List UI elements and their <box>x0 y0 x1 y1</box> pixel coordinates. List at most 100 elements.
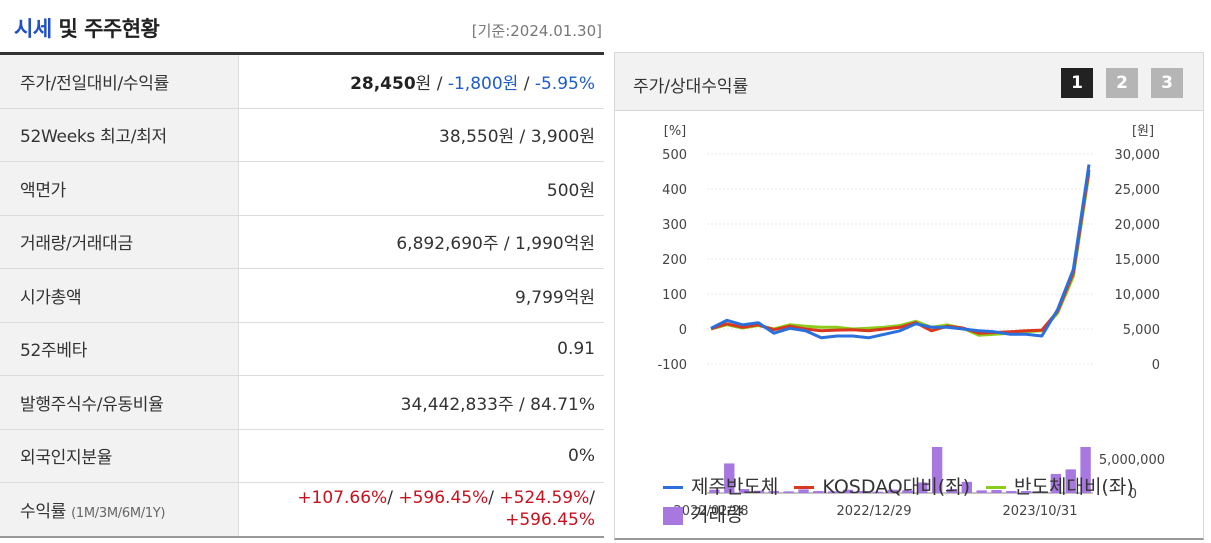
current-price: 28,450 <box>350 73 416 94</box>
volume-bar <box>738 489 750 493</box>
row-value: 34,442,833주 / 84.71% <box>238 375 604 430</box>
separator: / <box>518 73 535 94</box>
row-value: 0.91 <box>238 322 604 376</box>
chart-panel: 주가/상대수익률 1 2 3 [%] [원] 500 400 300 200 100 0 -10… <box>614 52 1204 540</box>
right-tick-label: 10,000 <box>1115 288 1161 303</box>
volume-bar <box>1065 469 1076 493</box>
return-1m: +107.66% <box>297 488 388 509</box>
table-row: 외국인지분율 0% <box>0 429 604 483</box>
x-tick-label: 2022/12/29 <box>837 504 912 519</box>
right-tick-label: 5,000 <box>1123 323 1160 338</box>
volume-bar <box>1006 491 1017 493</box>
row-label: 외국인지분율 <box>0 429 239 483</box>
volume-bar <box>1080 447 1091 493</box>
chart-page-3-button[interactable]: 3 <box>1151 68 1183 98</box>
legend-item: KOSDAQ대비(좌) <box>794 473 970 501</box>
volume-tick-label: 0 <box>1129 487 1137 502</box>
change-rate: -5.95% <box>534 73 595 94</box>
volume-bar <box>1050 473 1062 493</box>
row-value: 6,892,690주 / 1,990억원 <box>238 215 604 269</box>
legend-item: 거래량 <box>663 501 743 529</box>
volume-bar <box>887 489 898 493</box>
volume-bar <box>842 489 854 493</box>
table-row: 발행주식수/유동비율 34,442,833주 / 84.71% <box>0 375 604 430</box>
row-label: 52Weeks 최고/최저 <box>0 108 239 162</box>
legend-label: 반도체대비(좌) <box>1014 476 1134 498</box>
volume-bar <box>1020 491 1032 493</box>
table-row: 수익률 (1M/3M/6M/1Y) +107.66%/ +596.45%/ +5… <box>0 482 604 538</box>
row-value: 38,550원 / 3,900원 <box>238 108 604 162</box>
table-row: 주가/전일대비/수익률 28,450원 / -1,800원 / -5.95% <box>0 55 604 109</box>
volume-bar <box>783 491 794 493</box>
chart-panel-title: 주가/상대수익률 <box>633 77 749 97</box>
left-axis-unit: [%] <box>664 124 687 139</box>
volume-bar <box>827 491 839 493</box>
chart-page-1-button[interactable]: 1 <box>1061 68 1093 98</box>
right-tick-label: 15,000 <box>1115 253 1161 268</box>
price-change-value: 28,450원 / -1,800원 / -5.95% <box>238 55 604 109</box>
legend-label: 제주반도체 <box>691 476 779 498</box>
volume-bar <box>902 490 913 493</box>
table-row: 52주베타 0.91 <box>0 322 604 376</box>
volume-bar <box>798 489 809 493</box>
x-tick-label: 2022/02/28 <box>674 504 749 519</box>
row-label: 수익률 (1M/3M/6M/1Y) <box>0 482 239 538</box>
x-tick-label: 2023/10/31 <box>1003 504 1078 519</box>
return-6m: +524.59% <box>499 488 590 509</box>
return-3m: +596.45% <box>398 488 489 509</box>
left-tick-label: 0 <box>679 323 687 338</box>
volume-bar <box>1035 491 1047 493</box>
quote-table: 주가/전일대비/수익률 28,450원 / -1,800원 / -5.95% 5… <box>0 55 604 538</box>
row-value: 0% <box>238 429 604 483</box>
quote-summary-panel: 시세 및 주주현황 [기준:2024.01.30] 주가/전일대비/수익률 28… <box>0 0 604 538</box>
legend-item: 반도체대비(좌) <box>986 473 1134 501</box>
right-tick-label: 25,000 <box>1115 183 1161 198</box>
right-tick-label: 20,000 <box>1115 218 1161 233</box>
right-tick-label: 0 <box>1152 358 1160 373</box>
volume-bar <box>709 489 720 493</box>
left-tick-label: 100 <box>662 288 687 303</box>
row-value: 9,799억원 <box>238 268 604 323</box>
returns-value: +107.66%/ +596.45%/ +524.59%/+596.45% <box>238 482 604 538</box>
volume-bar <box>931 447 943 493</box>
separator: / <box>431 73 448 94</box>
section-title: 시세 및 주주현황 <box>14 13 160 43</box>
left-tick-label: 200 <box>662 253 687 268</box>
price-unit: 원 <box>415 73 432 94</box>
volume-tick-label: 5,000,000 <box>1099 453 1165 468</box>
legend-label: KOSDAQ대비(좌) <box>822 476 971 498</box>
volume-bar <box>724 463 735 493</box>
chart-page-2-button[interactable]: 2 <box>1106 68 1138 98</box>
row-label: 액면가 <box>0 161 239 216</box>
left-tick-label: 500 <box>662 148 687 163</box>
base-date: [기준:2024.01.30] <box>471 22 602 40</box>
table-row: 거래량/거래대금 6,892,690주 / 1,990억원 <box>0 215 604 269</box>
chart-legend: 제주반도체 KOSDAQ대비(좌) 반도체대비(좌) 거래량 <box>663 473 1203 529</box>
price-relative-return-chart: [%] [원] 500 400 300 200 100 0 -100 30,000 25,000 20… <box>657 124 1165 519</box>
volume-bar <box>946 489 958 493</box>
series-line <box>710 164 1091 340</box>
series-line <box>710 173 1091 337</box>
legend-line-swatch <box>663 486 683 489</box>
volume-bar <box>961 481 973 493</box>
row-label: 발행주식수/유동비율 <box>0 375 239 430</box>
legend-box-swatch <box>663 506 683 525</box>
legend-item: 제주반도체 <box>663 473 778 501</box>
right-tick-label: 30,000 <box>1115 148 1161 163</box>
right-axis-unit: [원] <box>1132 124 1154 139</box>
volume-bar <box>917 482 928 493</box>
legend-label: 거래량 <box>691 504 744 526</box>
table-row: 시가총액 9,799억원 <box>0 268 604 323</box>
chart-panel-header: 주가/상대수익률 1 2 3 <box>615 53 1203 111</box>
left-tick-label: 300 <box>662 218 687 233</box>
section-title-rest: 및 주주현황 <box>58 17 160 41</box>
volume-bar <box>768 491 780 493</box>
legend-line-swatch <box>794 486 815 489</box>
return-1y: +596.45% <box>505 510 595 531</box>
left-tick-label: 400 <box>662 183 687 198</box>
section-title-highlight: 시세 <box>14 17 52 41</box>
returns-period-label: (1M/3M/6M/1Y) <box>71 505 166 521</box>
price-change: -1,800 <box>447 73 503 94</box>
volume-bar <box>872 491 883 493</box>
volume-bar <box>991 490 1002 493</box>
